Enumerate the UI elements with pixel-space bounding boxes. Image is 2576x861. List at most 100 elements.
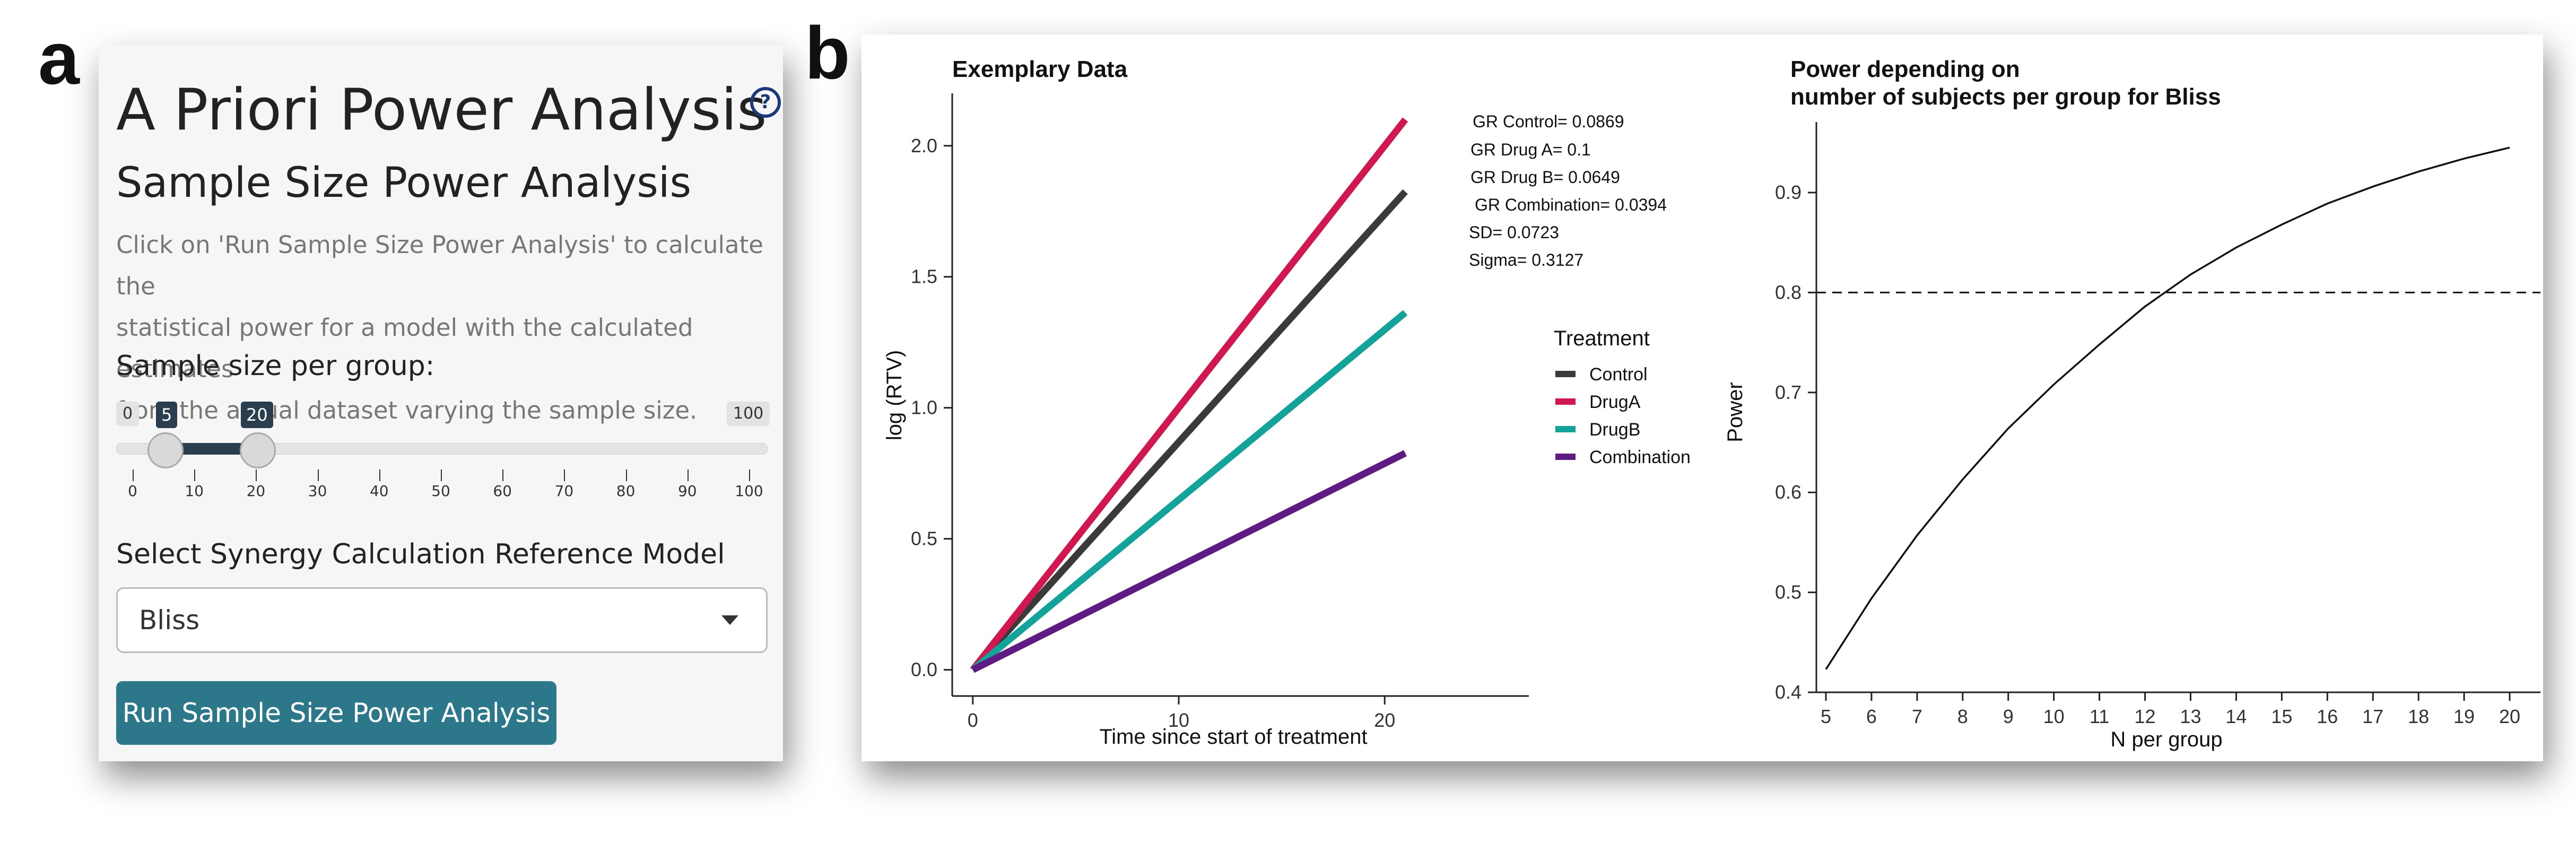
chart1-series xyxy=(970,117,1408,673)
chart2-axes xyxy=(1815,122,2540,693)
power-analysis-sidebar: A Priori Power Analysis ? Sample Size Po… xyxy=(99,45,783,761)
plot-output-panel: Exemplary Data 0 10 20 0.0 0.5 1.0 1.5 2.0 Time… xyxy=(861,34,2543,761)
chart2-x-tick-label: 18 xyxy=(2408,706,2429,727)
chart2-title-line2: number of subjects per group for Bliss xyxy=(1790,84,2221,110)
chart2-x-axis-label: N per group xyxy=(2110,728,2222,751)
chart1-ticks: 0 10 20 0.0 0.5 1.0 1.5 2.0 xyxy=(911,135,1395,731)
chart1-x-tick-label: 0 xyxy=(968,709,978,731)
chart2-y-tick-label: 0.5 xyxy=(1775,581,1802,603)
chart2-x-tick-label: 14 xyxy=(2225,706,2247,727)
slider-tick xyxy=(502,469,504,481)
chart2-x-tick-label: 12 xyxy=(2135,706,2156,727)
chart2-x-tick-label: 9 xyxy=(2003,706,2014,727)
slider-low-value: 5 xyxy=(156,402,178,428)
annotation-gr-control: GR Control= 0.0869 xyxy=(1473,112,1624,131)
slider-tick-label: 40 xyxy=(369,482,389,500)
slider-tick xyxy=(441,469,442,481)
run-power-analysis-button[interactable]: Run Sample Size Power Analysis xyxy=(116,681,556,745)
slider-tick xyxy=(749,469,750,481)
chart2-x-tick-label: 6 xyxy=(1866,706,1877,727)
chart1-legend: Treatment Control DrugA DrugB Combination xyxy=(1554,327,1691,467)
chart2-x-tick-label: 16 xyxy=(2317,706,2338,727)
series-line-druga xyxy=(970,117,1408,672)
chart1-y-tick-label: 1.5 xyxy=(911,266,937,288)
page-title: A Priori Power Analysis xyxy=(116,77,767,143)
legend-title: Treatment xyxy=(1554,327,1650,350)
chart1-title: Exemplary Data xyxy=(952,56,1128,82)
slider-tick xyxy=(379,469,380,481)
annotation-sd: SD= 0.0723 xyxy=(1469,223,1559,242)
chart1-annotations: GR Control= 0.0869 GR Drug A= 0.1 GR Dru… xyxy=(1469,112,1667,269)
chart2-x-tick-label: 17 xyxy=(2362,706,2383,727)
description-line: statistical power for a model with the c… xyxy=(116,314,693,383)
slider-max-label: 100 xyxy=(727,402,770,426)
chart2-x-tick-label: 5 xyxy=(1821,706,1831,727)
slider-tick xyxy=(564,469,565,481)
chart2-y-tick-label: 0.9 xyxy=(1775,181,1802,203)
chart2-x-tick-label: 7 xyxy=(1912,706,1922,727)
panel-letter-a: a xyxy=(38,16,80,100)
plots-svg: Exemplary Data 0 10 20 0.0 0.5 1.0 1.5 2.0 Time… xyxy=(883,56,2540,751)
slider-tick-label: 70 xyxy=(554,482,574,500)
slider-tick-label: 30 xyxy=(308,482,327,500)
legend-label-control: Control xyxy=(1589,364,1648,385)
chart2-y-tick-label: 0.8 xyxy=(1775,281,1802,303)
slider-low-handle[interactable] xyxy=(147,432,184,468)
chart2-series xyxy=(1816,146,2540,670)
chart1-y-axis-label: log (RTV) xyxy=(883,350,906,440)
series-line-control xyxy=(970,189,1408,672)
chart1-y-tick-label: 2.0 xyxy=(911,135,937,156)
chevron-down-icon xyxy=(721,615,738,625)
slider-high-handle[interactable] xyxy=(240,432,276,468)
slider-tick-label: 60 xyxy=(493,482,512,500)
slider-tick xyxy=(194,469,196,481)
chart1-x-tick-label: 20 xyxy=(1374,709,1395,731)
chart1-y-tick-label: 0.5 xyxy=(911,528,937,550)
slider-tick-label: 90 xyxy=(677,482,697,500)
chart2-title-line1: Power depending on xyxy=(1790,56,2020,82)
annotation-sigma: Sigma= 0.3127 xyxy=(1469,250,1583,269)
power-curve xyxy=(1825,146,2510,670)
chart1-y-tick-label: 0.0 xyxy=(911,659,937,681)
panel-letter-b: b xyxy=(805,11,850,94)
slider-tick-label: 100 xyxy=(735,482,763,500)
chart2-y-tick-label: 0.6 xyxy=(1775,481,1802,503)
chart2-x-tick-label: 11 xyxy=(2090,706,2109,727)
slider-selected-range[interactable] xyxy=(164,443,257,455)
reference-model-label: Select Synergy Calculation Reference Mod… xyxy=(116,538,725,570)
help-icon[interactable]: ? xyxy=(750,87,781,118)
legend-label-drugb: DrugB xyxy=(1589,420,1640,440)
slider-tick-label: 10 xyxy=(185,482,204,500)
description-line: Click on 'Run Sample Size Power Analysis… xyxy=(116,231,763,300)
legend-label-combination: Combination xyxy=(1589,447,1691,467)
legend-label-druga: DrugA xyxy=(1589,392,1641,412)
chart2-x-tick-label: 8 xyxy=(1957,706,1968,727)
slider-tick xyxy=(133,469,134,481)
slider-tick-label: 20 xyxy=(246,482,266,500)
slider-tick xyxy=(625,469,627,481)
chart1-axes xyxy=(951,93,1529,697)
slider-high-value: 20 xyxy=(241,402,273,428)
description-text: Click on 'Run Sample Size Power Analysis… xyxy=(116,224,774,431)
slider-tick xyxy=(317,469,319,481)
chart2-x-tick-label: 19 xyxy=(2453,706,2475,727)
annotation-gr-drugb: GR Drug B= 0.0649 xyxy=(1470,168,1620,187)
reference-model-select[interactable]: Bliss xyxy=(116,587,768,653)
series-line-combination xyxy=(971,450,1407,673)
chart2-y-axis-label: Power xyxy=(1724,382,1747,442)
chart1-x-tick-label: 10 xyxy=(1168,709,1189,731)
chart2-y-tick-label: 0.4 xyxy=(1775,681,1802,703)
chart2-x-tick-label: 13 xyxy=(2180,706,2201,727)
slider-tick xyxy=(687,469,689,481)
description-line: from the actual dataset varying the samp… xyxy=(116,396,698,424)
chart2-ticks: 5 6 7 8 9 10 11 12 13 14 15 16 17 18 19 20 0.4 0.5 0.6 0.7 0… xyxy=(1775,181,2520,727)
annotation-gr-combination: GR Combination= 0.0394 xyxy=(1475,195,1667,214)
slider-track[interactable] xyxy=(116,443,768,455)
slider-tick-label: 80 xyxy=(616,482,636,500)
slider-tick xyxy=(256,469,257,481)
chart2-x-tick-label: 15 xyxy=(2271,706,2292,727)
section-subtitle: Sample Size Power Analysis xyxy=(116,159,692,207)
chart1-y-tick-label: 1.0 xyxy=(911,397,937,419)
slider-tick-label: 0 xyxy=(128,482,137,500)
annotation-gr-druga: GR Drug A= 0.1 xyxy=(1470,140,1591,159)
